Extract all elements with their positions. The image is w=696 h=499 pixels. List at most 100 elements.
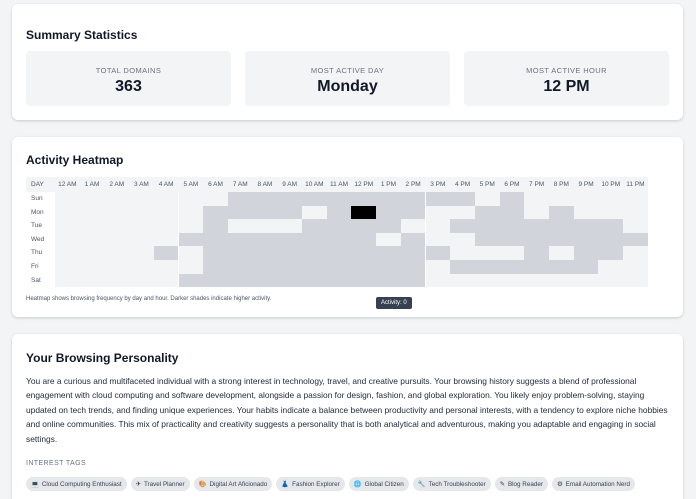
heatmap-cell[interactable] (400, 192, 426, 206)
heatmap-cell[interactable] (573, 232, 599, 247)
heatmap-cell[interactable] (302, 205, 327, 220)
heatmap-cell[interactable] (79, 273, 105, 288)
heatmap-cell[interactable] (598, 232, 624, 247)
heatmap-cell[interactable] (623, 260, 648, 274)
heatmap-cell[interactable] (277, 232, 302, 247)
heatmap-cell[interactable] (524, 192, 549, 206)
heatmap-cell[interactable] (524, 232, 549, 247)
heatmap-cell[interactable] (623, 205, 648, 220)
heatmap-cell[interactable] (623, 232, 648, 247)
heatmap-cell[interactable] (376, 219, 401, 233)
heatmap-cell[interactable] (400, 219, 426, 233)
heatmap-cell[interactable] (227, 273, 253, 288)
heatmap-cell[interactable] (153, 232, 179, 247)
heatmap-cell[interactable] (79, 192, 105, 206)
heatmap-cell[interactable] (129, 192, 154, 206)
heatmap-cell[interactable] (129, 205, 154, 220)
heatmap-cell[interactable] (598, 246, 624, 260)
heatmap-cell[interactable] (326, 232, 352, 247)
heatmap-cell[interactable] (227, 219, 253, 233)
heatmap-cell[interactable] (450, 273, 475, 288)
heatmap-cell[interactable] (129, 260, 154, 274)
heatmap-cell[interactable] (104, 205, 130, 220)
heatmap-cell[interactable] (55, 205, 80, 220)
heatmap-cell[interactable] (203, 205, 228, 220)
heatmap-cell[interactable] (178, 192, 204, 206)
heatmap-cell[interactable] (549, 232, 574, 247)
heatmap-cell[interactable] (227, 192, 253, 206)
heatmap-cell[interactable] (153, 205, 179, 220)
heatmap-cell[interactable] (252, 205, 278, 220)
heatmap-cell[interactable] (203, 192, 228, 206)
heatmap-cell[interactable] (252, 232, 278, 247)
heatmap-cell[interactable] (499, 219, 525, 233)
heatmap-cell[interactable] (400, 246, 426, 260)
heatmap-cell[interactable] (450, 192, 475, 206)
heatmap-cell[interactable] (104, 260, 130, 274)
heatmap-cell[interactable] (79, 246, 105, 260)
heatmap-cell[interactable] (277, 246, 302, 260)
heatmap-cell[interactable] (376, 260, 401, 274)
heatmap-cell[interactable] (598, 205, 624, 220)
heatmap-cell[interactable] (400, 260, 426, 274)
heatmap-cell[interactable] (79, 232, 105, 247)
heatmap-cell[interactable] (474, 260, 500, 274)
heatmap-cell[interactable] (302, 219, 327, 233)
heatmap-cell[interactable] (55, 273, 80, 288)
heatmap-cell[interactable] (573, 205, 599, 220)
heatmap-cell[interactable] (129, 232, 154, 247)
heatmap-cell[interactable] (178, 205, 204, 220)
heatmap-cell[interactable] (549, 219, 574, 233)
heatmap-cell[interactable] (203, 232, 228, 247)
heatmap-cell[interactable] (524, 273, 549, 288)
heatmap-cell[interactable] (351, 273, 377, 288)
heatmap-cell[interactable] (55, 246, 80, 260)
heatmap-cell[interactable] (474, 246, 500, 260)
heatmap-cell[interactable] (499, 192, 525, 206)
heatmap-cell[interactable] (376, 273, 401, 288)
heatmap-cell[interactable] (351, 205, 377, 220)
heatmap-cell[interactable] (252, 246, 278, 260)
heatmap-cell[interactable] (302, 260, 327, 274)
heatmap-cell[interactable] (499, 205, 525, 220)
heatmap-cell[interactable] (302, 273, 327, 288)
heatmap-cell[interactable] (227, 246, 253, 260)
heatmap-cell[interactable] (79, 260, 105, 274)
heatmap-cell[interactable] (400, 232, 426, 247)
heatmap-cell[interactable] (178, 232, 204, 247)
heatmap-cell[interactable] (549, 205, 574, 220)
heatmap-cell[interactable] (302, 192, 327, 206)
heatmap-cell[interactable] (499, 246, 525, 260)
heatmap-cell[interactable] (499, 260, 525, 274)
heatmap-cell[interactable] (326, 219, 352, 233)
heatmap-cell[interactable] (104, 192, 130, 206)
heatmap-cell[interactable] (351, 219, 377, 233)
heatmap-cell[interactable] (302, 246, 327, 260)
heatmap-cell[interactable] (450, 219, 475, 233)
heatmap-cell[interactable] (153, 192, 179, 206)
heatmap-cell[interactable] (549, 260, 574, 274)
heatmap-cell[interactable] (153, 273, 179, 288)
heatmap-cell[interactable] (573, 192, 599, 206)
heatmap-cell[interactable] (450, 205, 475, 220)
heatmap-cell[interactable] (598, 192, 624, 206)
heatmap-cell[interactable] (326, 260, 352, 274)
heatmap-cell[interactable] (376, 232, 401, 247)
heatmap-cell[interactable] (524, 205, 549, 220)
heatmap-cell[interactable] (326, 246, 352, 260)
heatmap-cell[interactable] (178, 246, 204, 260)
heatmap-cell[interactable] (178, 260, 204, 274)
heatmap-cell[interactable] (302, 232, 327, 247)
heatmap-cell[interactable] (425, 192, 451, 206)
heatmap-cell[interactable] (104, 246, 130, 260)
heatmap-cell[interactable] (351, 246, 377, 260)
heatmap-cell[interactable] (79, 205, 105, 220)
heatmap-cell[interactable] (425, 260, 451, 274)
heatmap-cell[interactable] (252, 219, 278, 233)
heatmap-cell[interactable] (598, 219, 624, 233)
heatmap-cell[interactable] (104, 273, 130, 288)
heatmap-cell[interactable] (178, 219, 204, 233)
heatmap-cell[interactable] (55, 260, 80, 274)
heatmap-cell[interactable] (277, 205, 302, 220)
heatmap-cell[interactable] (326, 205, 352, 220)
